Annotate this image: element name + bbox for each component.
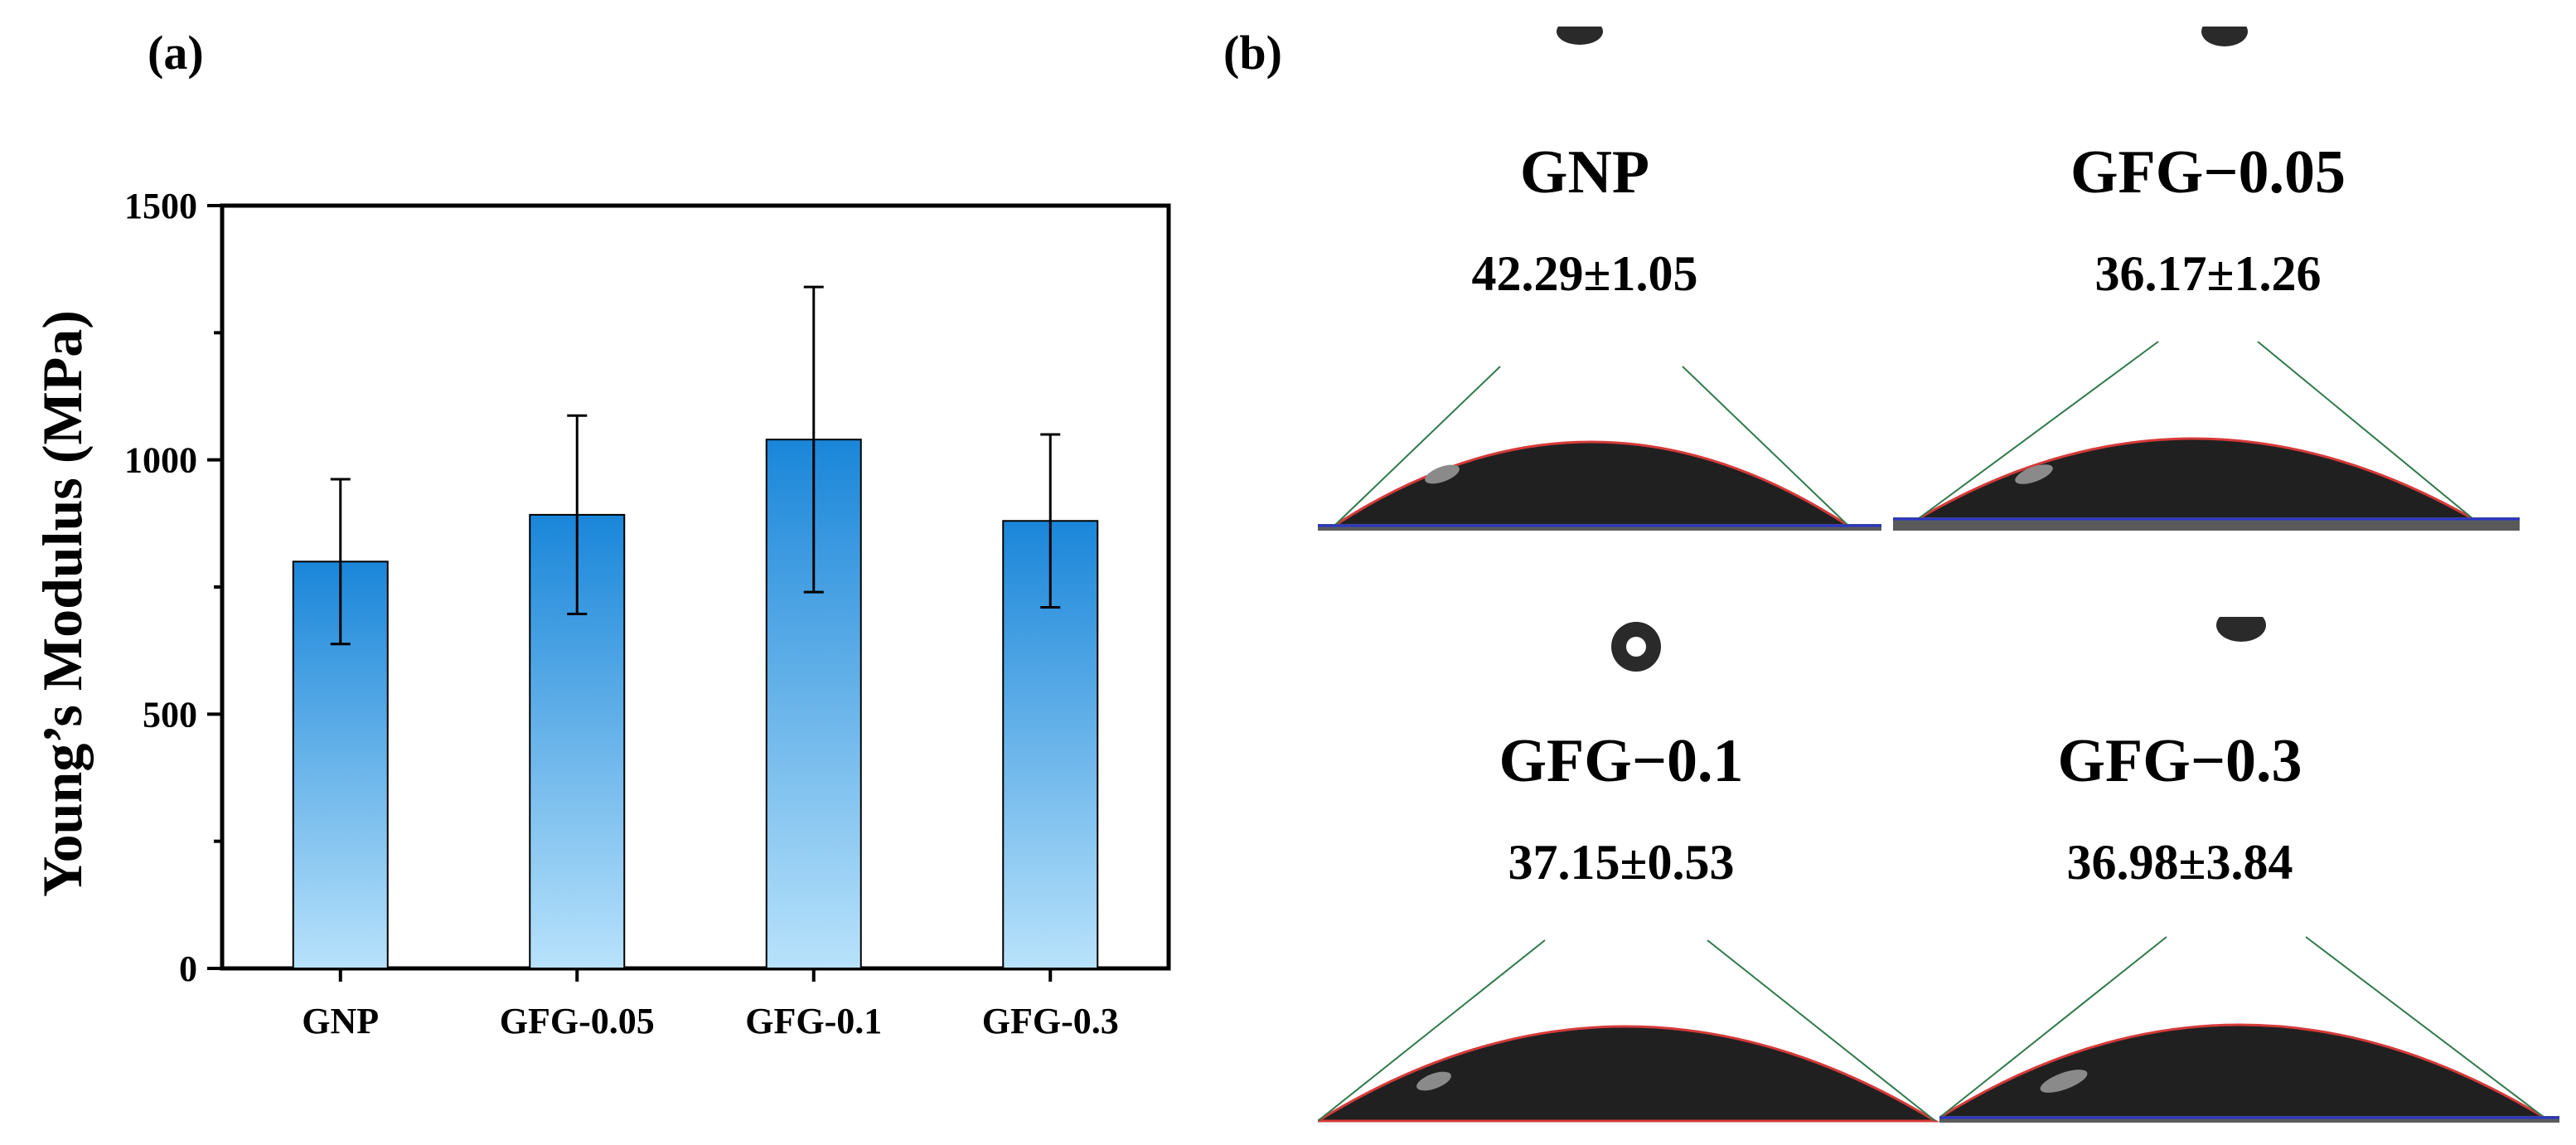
bar-chart: 0 500 1000 1500 GNP GFG-0.05 GFG-0.1 GFG-0.3 You… (31, 186, 1171, 1041)
x-tick-label: GFG-0.1 (745, 1001, 882, 1041)
droplet (1318, 1025, 1939, 1123)
contact-angle-value: 36.17±1.26 (2095, 246, 2322, 301)
sample-name: GNP (1520, 138, 1649, 206)
tangent-line (1334, 366, 1501, 526)
y-tick-label: 1500 (124, 186, 197, 226)
tangent-line (1917, 341, 2159, 520)
panel-b-label: (b) (1223, 26, 1282, 80)
droplet (1329, 440, 1853, 527)
droplet-image-gfg-01: GFG−0.1 37.15±0.53 (1318, 617, 1939, 1123)
tangent-line (1682, 366, 1849, 526)
tangent-line (1939, 936, 2167, 1118)
tangent-line (1707, 939, 1936, 1122)
needle-tip (2216, 617, 2266, 642)
x-tick-label: GNP (302, 1001, 379, 1041)
sample-name: GFG−0.05 (2070, 138, 2346, 206)
droplet-image-gfg-03: GFG−0.3 36.98±3.84 (1939, 617, 2559, 1123)
contact-angle-value: 42.29±1.05 (1472, 246, 1698, 301)
y-tick-label: 500 (143, 694, 197, 735)
contact-angle-value: 36.98±3.84 (2067, 835, 2293, 890)
sample-name: GFG−0.3 (2058, 727, 2302, 795)
tangent-line (2305, 936, 2545, 1118)
y-tick-label: 0 (179, 949, 197, 989)
x-tick-label: GFG-0.05 (500, 1001, 655, 1041)
needle-tip (1557, 27, 1603, 45)
tangent-line (2257, 341, 2474, 520)
panel-a-label: (a) (148, 26, 204, 80)
tangent-line (1318, 939, 1546, 1122)
droplet (1939, 1023, 2549, 1119)
contact-angle-value: 37.15±0.53 (1508, 835, 1735, 890)
droplet-image-gfg-005: GFG−0.05 36.17±1.26 (1893, 27, 2520, 531)
y-tick-label: 1000 (124, 440, 197, 481)
droplet (1913, 437, 2478, 521)
x-tick-label: GFG-0.3 (982, 1001, 1119, 1041)
needle-tip (2201, 27, 2248, 46)
y-axis-title: Young’s Modulus (MPa) (31, 310, 94, 897)
sample-name: GFG−0.1 (1499, 727, 1744, 795)
droplet-image-gnp: GNP 42.29±1.05 (1318, 27, 1881, 531)
